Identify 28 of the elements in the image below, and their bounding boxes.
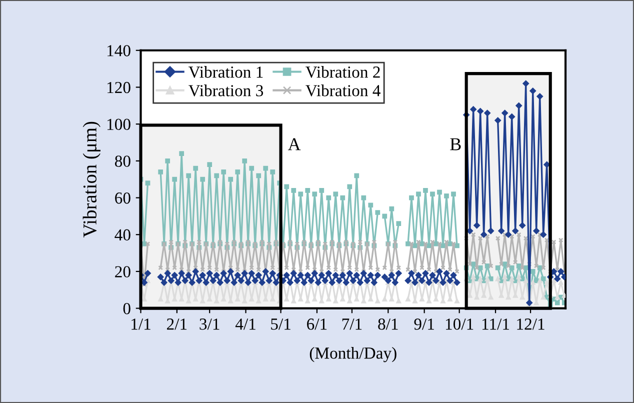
legend-label: Vibration 2 <box>306 66 380 78</box>
legend-label: Vibration 1 <box>188 66 263 78</box>
x-tick-label: 5/1 <box>271 318 290 330</box>
x-axis-title: (Month/Day) <box>310 347 396 362</box>
x-tick-label: 6/1 <box>307 318 327 330</box>
y-axis-title: Vibration (μm) <box>82 122 100 238</box>
y-tick-label: 100 <box>107 118 130 130</box>
y-tick-label: 20 <box>115 266 130 278</box>
y-tick-label: 80 <box>114 156 130 167</box>
x-tick-label: 4/1 <box>235 318 256 330</box>
legend-label: Vibration 4 <box>306 84 380 96</box>
x-tick-label: 3/1 <box>200 318 220 330</box>
x-tick-label: 1/1 <box>132 318 150 330</box>
y-tick-label: 140 <box>107 45 130 56</box>
x-tick-label: 12/1 <box>517 318 544 330</box>
y-tick-label: 60 <box>115 192 130 204</box>
band-label: A <box>288 138 301 150</box>
x-tick-label: 9/1 <box>414 318 434 330</box>
y-tick-label: 0 <box>123 302 130 314</box>
x-tick-label: 7/1 <box>342 318 362 330</box>
legend-label: Vibration 3 <box>188 84 264 96</box>
y-tick-label: 40 <box>114 229 130 241</box>
y-tick-label: 120 <box>107 82 130 94</box>
band-label: B <box>450 138 461 150</box>
x-tick-label: 11/1 <box>482 318 510 330</box>
x-tick-label: 8/1 <box>378 318 398 330</box>
x-tick-label: 10/1 <box>446 318 474 330</box>
x-tick-label: 2/1 <box>167 318 187 330</box>
